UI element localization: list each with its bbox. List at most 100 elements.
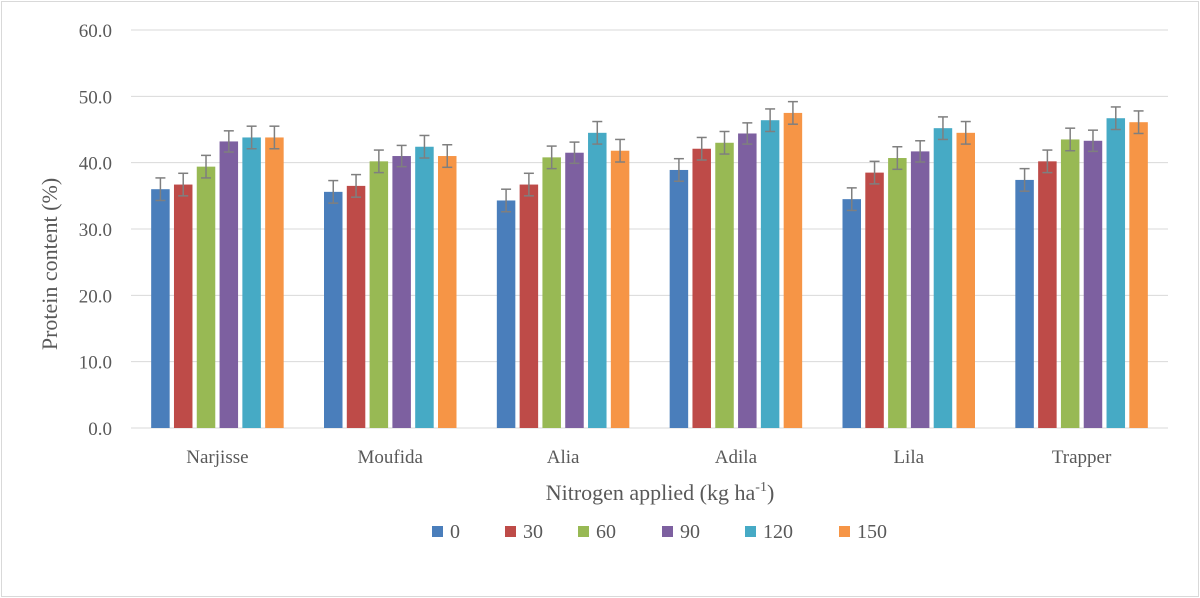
error-bar-narjisse-30 xyxy=(178,172,189,197)
bar-lila-150 xyxy=(956,132,975,429)
bar-alia-0 xyxy=(496,200,516,428)
error-bar-moufida-150 xyxy=(442,144,453,169)
error-bar-trapper-30 xyxy=(1042,149,1053,174)
error-bar-alia-30 xyxy=(523,172,534,197)
error-bar-adila-30 xyxy=(696,136,707,161)
y-tick-label: 0.0 xyxy=(88,419,112,440)
error-bar-lila-0 xyxy=(846,187,857,212)
bar-moufida-90 xyxy=(392,156,411,429)
bar-lila-0 xyxy=(842,199,861,428)
bar-alia-60 xyxy=(542,157,561,429)
legend-swatch-120 xyxy=(745,526,756,537)
x-axis-title-close: ) xyxy=(767,480,774,505)
bar-narjisse-150 xyxy=(265,137,284,428)
error-bar-narjisse-120 xyxy=(246,125,257,150)
error-bar-moufida-0 xyxy=(328,179,339,204)
bar-lila-90 xyxy=(910,151,930,428)
y-tick-label: 20.0 xyxy=(79,286,112,307)
legend-swatch-90 xyxy=(662,526,673,537)
error-bar-alia-150 xyxy=(615,138,626,163)
bar-trapper-0 xyxy=(1015,179,1034,428)
error-bar-trapper-90 xyxy=(1087,129,1098,153)
bar-narjisse-60 xyxy=(196,166,216,428)
bar-trapper-120 xyxy=(1106,118,1126,429)
bar-adila-60 xyxy=(715,142,734,428)
bar-trapper-90 xyxy=(1083,140,1103,428)
bar-moufida-30 xyxy=(346,185,366,428)
bar-alia-120 xyxy=(588,132,607,429)
bar-moufida-120 xyxy=(415,146,434,428)
legend-swatch-0 xyxy=(432,526,443,537)
bar-adila-150 xyxy=(783,112,803,429)
error-bar-adila-90 xyxy=(742,122,753,145)
error-bar-lila-150 xyxy=(960,120,971,145)
y-axis-title: Protein content (%) xyxy=(37,178,62,350)
error-bar-lila-60 xyxy=(892,145,903,171)
x-axis-title: Nitrogen applied (kg ha-1) xyxy=(546,480,775,505)
bar-adila-30 xyxy=(692,148,711,428)
bar-moufida-150 xyxy=(438,156,457,429)
bar-adila-120 xyxy=(760,120,780,429)
bar-trapper-150 xyxy=(1129,122,1148,428)
bar-alia-30 xyxy=(519,184,539,428)
bar-adila-0 xyxy=(669,169,689,429)
error-bar-moufida-60 xyxy=(373,149,384,174)
bar-lila-60 xyxy=(888,158,907,429)
error-bar-adila-0 xyxy=(673,157,684,182)
error-bar-trapper-0 xyxy=(1019,167,1030,192)
legend-label-30: 30 xyxy=(523,521,543,543)
y-tick-label: 50.0 xyxy=(79,87,112,108)
bars xyxy=(151,112,1148,429)
error-bar-trapper-60 xyxy=(1065,127,1076,152)
x-tick-label-adila: Adila xyxy=(715,447,758,468)
error-bar-adila-150 xyxy=(787,100,798,125)
error-bar-moufida-90 xyxy=(396,144,407,168)
error-bar-narjisse-0 xyxy=(155,177,166,202)
legend-label-90: 90 xyxy=(680,521,700,543)
x-tick-label-narjisse: Narjisse xyxy=(186,447,248,468)
bar-trapper-60 xyxy=(1060,139,1080,428)
bar-trapper-30 xyxy=(1038,161,1057,428)
bar-lila-120 xyxy=(933,128,953,428)
error-bar-alia-0 xyxy=(501,188,512,213)
y-tick-label: 30.0 xyxy=(79,220,112,241)
legend-label-150: 150 xyxy=(857,521,887,543)
error-bar-lila-30 xyxy=(869,160,880,185)
error-bar-narjisse-60 xyxy=(201,154,212,179)
legend-swatch-60 xyxy=(578,526,589,537)
y-axis-tick-labels: 0.0 10.0 20.0 30.0 40.0 50.0 60.0 xyxy=(79,21,112,440)
legend-label-0: 0 xyxy=(450,521,460,543)
y-tick-label: 40.0 xyxy=(79,154,112,175)
gridlines xyxy=(131,29,1168,429)
bar-alia-150 xyxy=(610,150,630,428)
error-bar-narjisse-150 xyxy=(269,125,280,150)
bar-alia-90 xyxy=(565,152,584,428)
bar-narjisse-90 xyxy=(219,141,239,428)
error-bar-adila-60 xyxy=(719,130,730,155)
error-bar-alia-90 xyxy=(569,141,580,165)
bar-narjisse-30 xyxy=(173,184,193,428)
error-bar-trapper-120 xyxy=(1110,106,1121,131)
bar-adila-90 xyxy=(738,133,757,429)
y-tick-label: 10.0 xyxy=(79,353,112,374)
legend-swatch-150 xyxy=(839,526,850,537)
error-bar-narjisse-90 xyxy=(223,130,234,153)
error-bar-lila-90 xyxy=(915,140,926,163)
error-bar-lila-120 xyxy=(937,116,948,141)
legend-label-120: 120 xyxy=(763,521,793,543)
x-axis-title-main: Nitrogen applied (kg ha xyxy=(546,480,756,505)
bar-lila-30 xyxy=(865,172,884,428)
legend-label-60: 60 xyxy=(596,521,616,543)
bar-moufida-0 xyxy=(324,191,343,428)
error-bar-moufida-30 xyxy=(351,173,362,198)
error-bars xyxy=(155,100,1144,213)
x-tick-label-lila: Lila xyxy=(893,447,924,468)
x-axis-tick-labels: Narjisse Moufida Alia Adila Lila Trapper xyxy=(186,447,1112,468)
bar-narjisse-0 xyxy=(151,189,170,428)
error-bar-alia-60 xyxy=(546,145,557,170)
error-bar-trapper-150 xyxy=(1133,110,1144,135)
error-bar-alia-120 xyxy=(592,120,603,145)
error-bar-adila-120 xyxy=(765,108,776,133)
bar-narjisse-120 xyxy=(242,137,261,428)
